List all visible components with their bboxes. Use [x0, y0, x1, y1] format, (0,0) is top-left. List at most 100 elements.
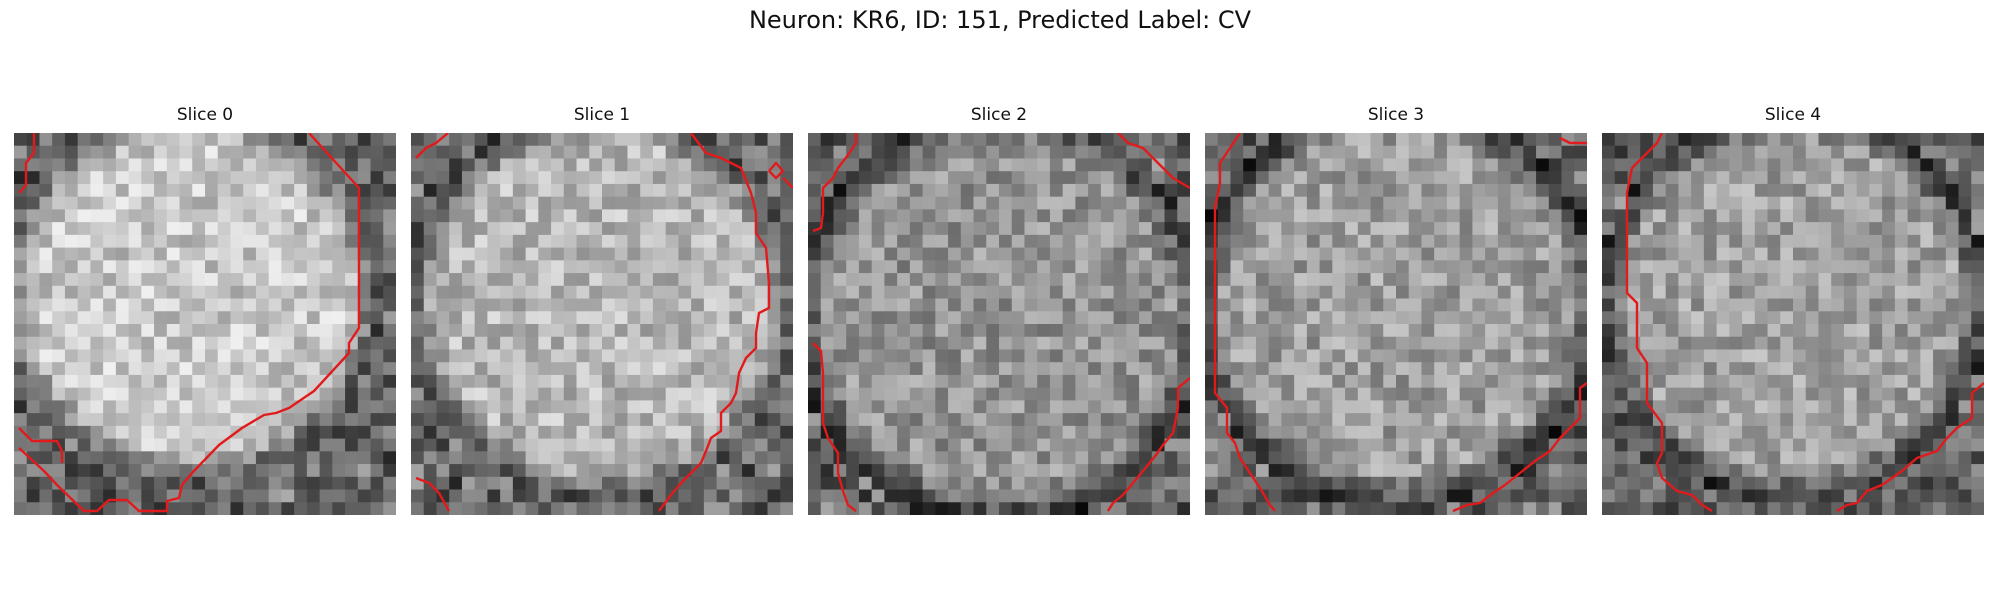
pixel — [319, 425, 333, 439]
pixel — [77, 171, 91, 185]
pixel — [986, 502, 1000, 515]
pixel — [563, 311, 577, 325]
pixel — [115, 413, 129, 427]
pixel — [1818, 222, 1832, 236]
pixel — [922, 476, 936, 490]
pixel — [1164, 464, 1178, 478]
pixel — [909, 298, 923, 312]
pixel — [1126, 464, 1140, 478]
pixel — [1945, 489, 1959, 503]
pixel — [141, 209, 155, 223]
pixel — [1088, 158, 1102, 172]
pixel — [884, 234, 898, 248]
pixel — [1678, 234, 1692, 248]
pixel — [1805, 234, 1819, 248]
pixel — [1306, 273, 1320, 287]
pixel — [1217, 438, 1231, 452]
pixel — [576, 209, 590, 223]
pixel — [871, 196, 885, 210]
pixel — [1126, 196, 1140, 210]
pixel — [1268, 133, 1282, 147]
pixel — [652, 489, 667, 503]
pixel — [1652, 209, 1667, 223]
pixel — [294, 362, 308, 376]
pixel — [411, 133, 425, 147]
pixel — [1716, 171, 1730, 185]
pixel — [1882, 247, 1896, 261]
pixel — [1151, 298, 1165, 312]
pixel — [627, 464, 641, 478]
pixel — [166, 209, 180, 223]
pixel — [1691, 247, 1705, 261]
pixel — [1574, 222, 1587, 236]
pixel — [1536, 324, 1550, 338]
pixel — [754, 158, 768, 172]
pixel — [461, 413, 476, 427]
segmentation-contour — [1117, 133, 1190, 190]
pixel — [1151, 400, 1165, 414]
pixel — [26, 362, 40, 376]
pixel — [230, 196, 244, 210]
pixel — [14, 489, 28, 503]
pixel — [1230, 183, 1244, 198]
pixel — [1767, 133, 1781, 147]
pixel — [1434, 196, 1448, 210]
pixel — [909, 400, 923, 414]
pixel — [1164, 145, 1178, 159]
pixel — [1716, 362, 1730, 376]
pixel — [90, 222, 104, 236]
pixel — [255, 362, 270, 376]
pixel — [1294, 451, 1308, 465]
pixel — [999, 489, 1013, 503]
pixel — [179, 145, 193, 159]
pixel — [1459, 145, 1473, 159]
slice-image — [808, 133, 1190, 515]
pixel — [500, 171, 514, 185]
pixel — [808, 273, 822, 287]
pixel — [1805, 183, 1819, 198]
pixel — [1151, 234, 1165, 248]
pixel — [884, 311, 898, 325]
pixel — [332, 247, 346, 261]
pixel — [1971, 133, 1984, 147]
pixel — [436, 183, 450, 198]
pixel — [1294, 489, 1308, 503]
pixel — [678, 425, 692, 439]
pixel — [1614, 476, 1628, 490]
pixel — [1357, 285, 1371, 299]
pixel — [1024, 222, 1038, 236]
pixel — [1665, 502, 1679, 515]
pixel — [563, 387, 577, 401]
pixel — [986, 400, 1000, 414]
pixel — [128, 413, 142, 427]
pixel — [179, 324, 193, 338]
pixel — [780, 171, 793, 185]
pixel — [1971, 362, 1984, 376]
pixel — [1485, 260, 1499, 274]
pixel — [26, 298, 40, 312]
pixel — [1100, 260, 1114, 274]
pixel — [1958, 502, 1972, 515]
pixel — [1716, 476, 1730, 490]
pixel — [26, 209, 40, 223]
pixel — [64, 413, 79, 427]
pixel — [846, 260, 860, 274]
pixel — [1421, 298, 1435, 312]
pixel — [115, 133, 129, 147]
pixel — [255, 387, 270, 401]
pixel — [1332, 413, 1346, 427]
pixel — [230, 349, 244, 363]
pixel — [1831, 158, 1845, 172]
segmentation-contour — [1625, 133, 1713, 513]
pixel — [973, 234, 987, 248]
pixel — [423, 285, 437, 299]
pixel — [858, 438, 873, 452]
pixel — [884, 209, 898, 223]
pixel — [563, 374, 577, 389]
pixel — [1100, 362, 1114, 376]
pixel — [703, 349, 717, 363]
pixel — [1856, 234, 1870, 248]
pixel — [179, 451, 193, 465]
pixel — [1536, 476, 1550, 490]
pixel — [1523, 387, 1537, 401]
